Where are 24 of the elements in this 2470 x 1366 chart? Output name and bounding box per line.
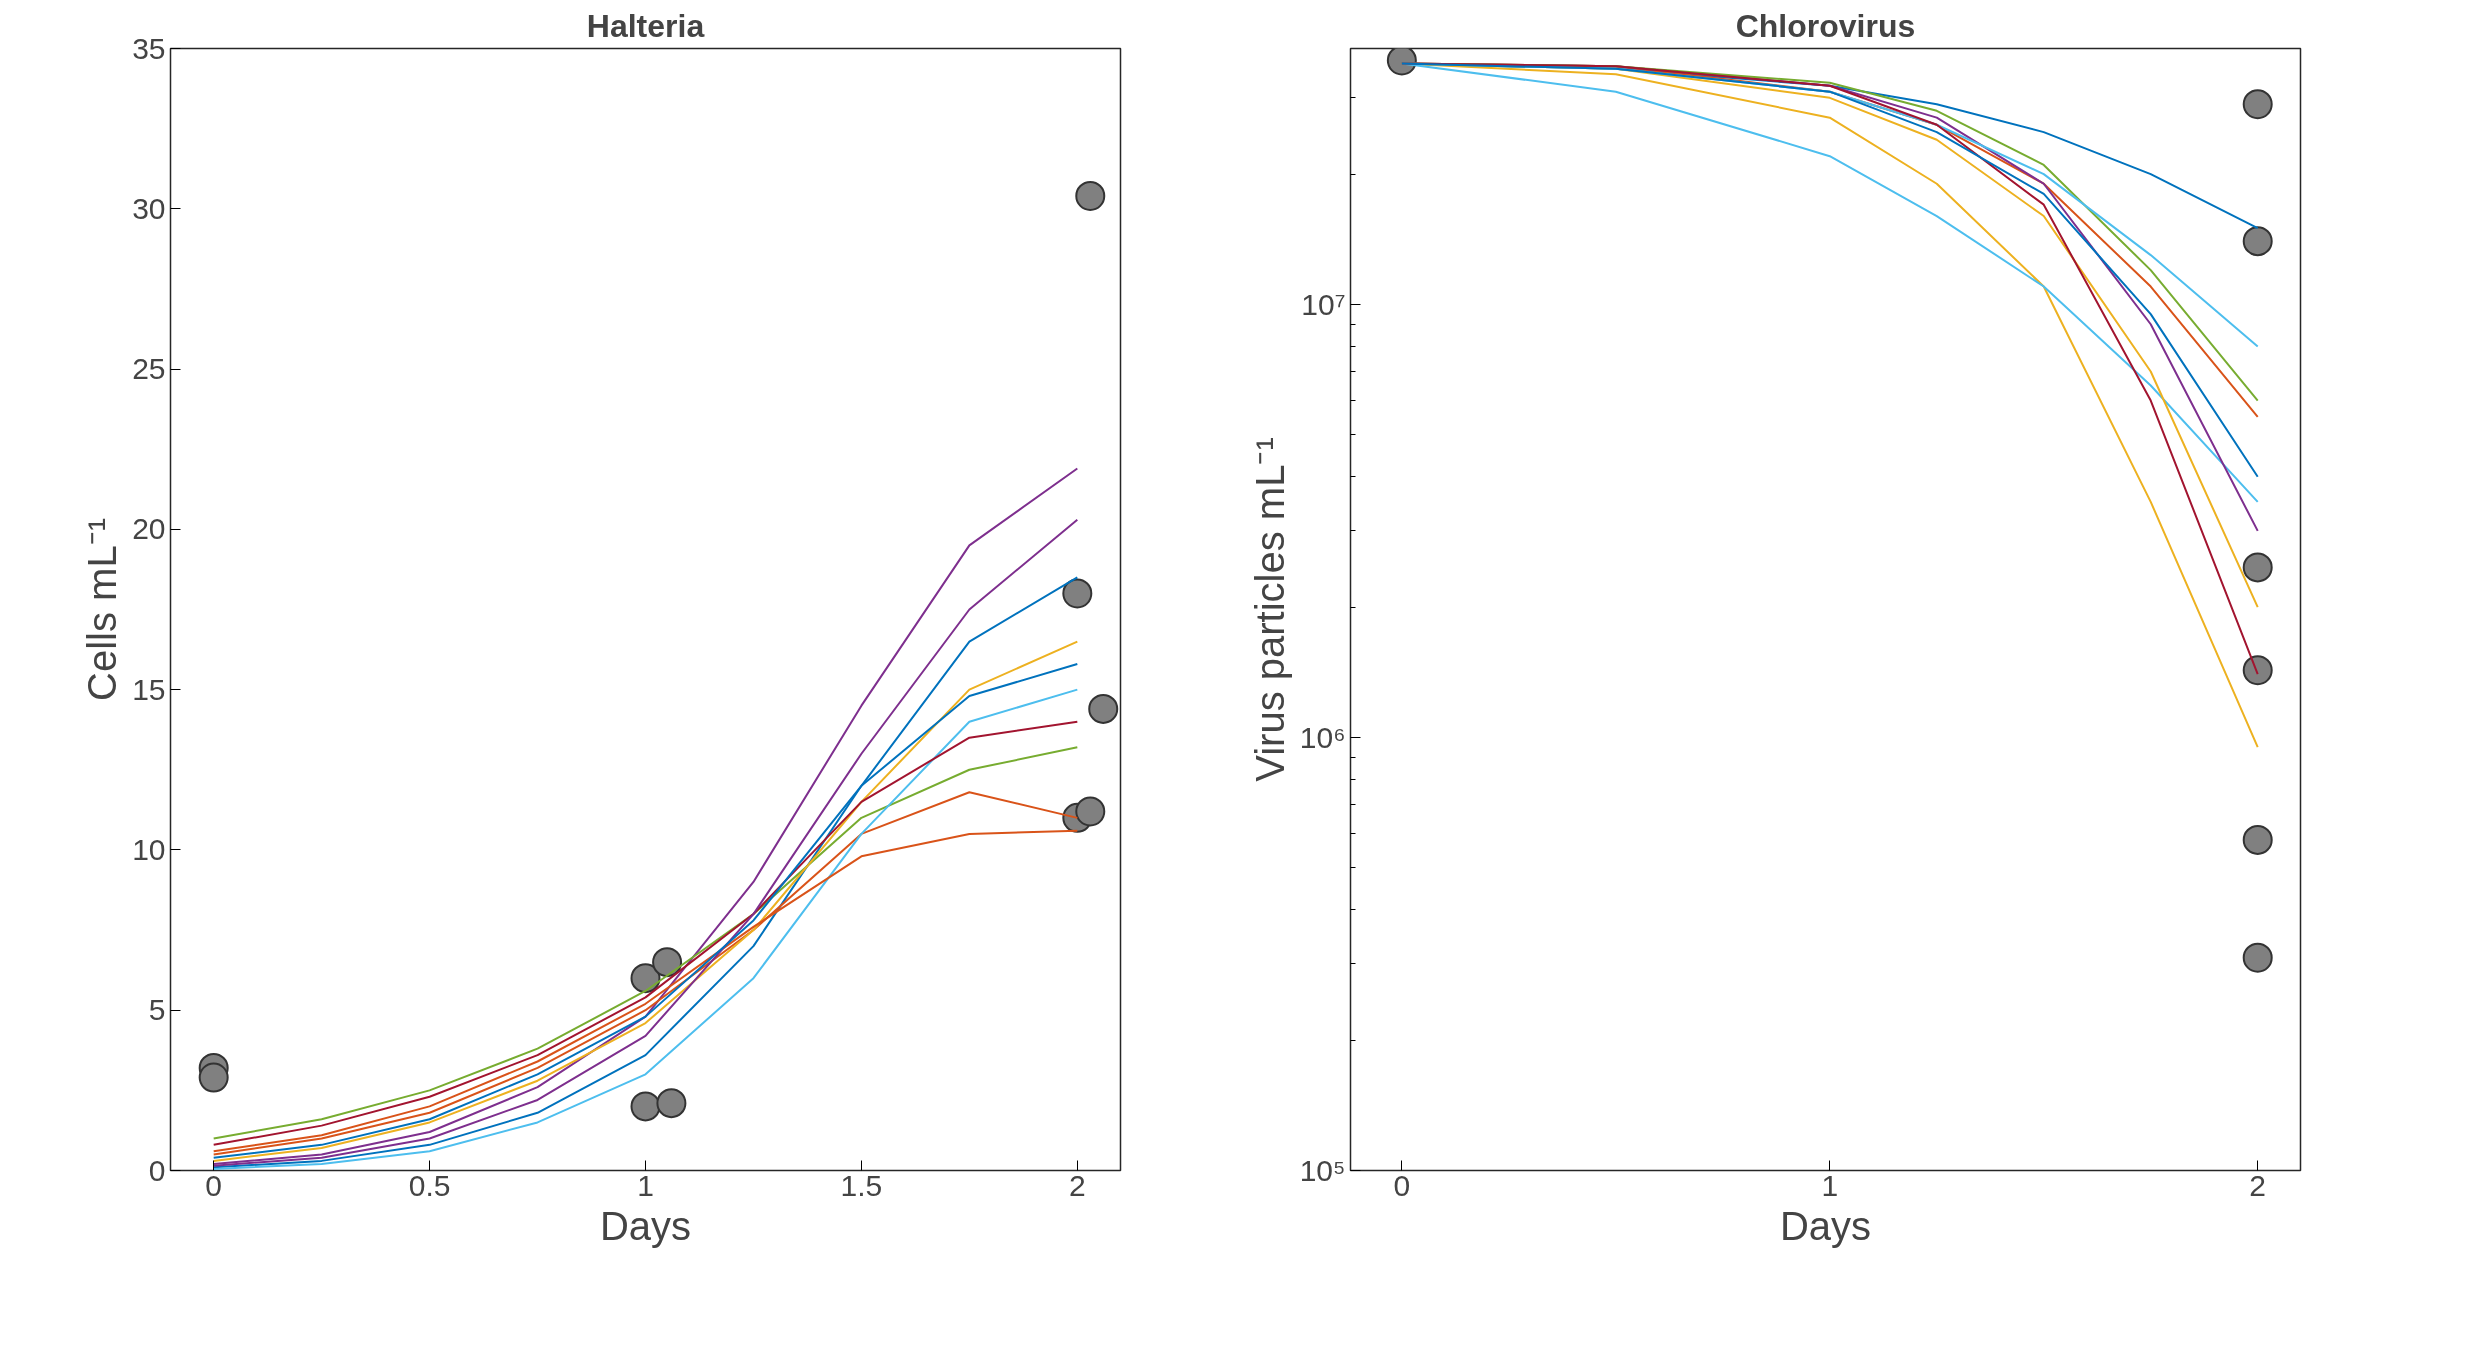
y-tick-label: 10⁵: [1299, 1154, 1346, 1187]
x-tick-label: 1: [1821, 1168, 1839, 1202]
y-tick-label: 15: [132, 672, 166, 706]
x-tick-label: 0: [1393, 1168, 1411, 1202]
y-tick-label: 10⁷: [1301, 287, 1346, 321]
x-tick-label: 1: [637, 1168, 654, 1202]
x-axis-title: Days: [599, 1203, 692, 1248]
x-tick-label: 1.5: [840, 1168, 883, 1202]
y-tick-label: 30: [132, 191, 166, 225]
y-tick-label: 5: [148, 993, 166, 1027]
x-tick-label: 2: [2249, 1168, 2267, 1202]
y-axis-title: Virus particles mL⁻¹: [1247, 437, 1292, 782]
x-tick-label: 2: [1068, 1168, 1086, 1202]
x-tick-label: 0: [205, 1168, 223, 1202]
y-tick-label: 10: [132, 832, 166, 866]
x-axis-title: Days: [1779, 1203, 1872, 1248]
chart-title: Chlorovirus: [1735, 7, 1916, 44]
y-tick-label: 25: [132, 352, 166, 386]
y-tick-label: 20: [132, 512, 166, 546]
y-tick-label: 10⁶: [1299, 720, 1346, 754]
x-tick-label: 0.5: [408, 1168, 451, 1202]
chart-title: Halteria: [586, 7, 705, 44]
y-tick-label: 35: [132, 31, 166, 65]
y-axis-title: Cells mL⁻¹: [80, 518, 125, 701]
